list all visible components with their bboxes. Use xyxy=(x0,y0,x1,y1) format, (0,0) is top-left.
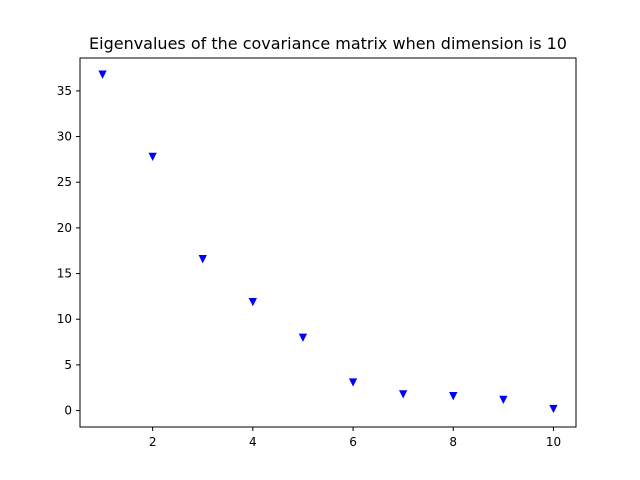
y-tick-label: 25 xyxy=(57,175,72,189)
data-point xyxy=(449,392,458,401)
y-tick-label: 0 xyxy=(64,404,72,418)
data-points xyxy=(98,70,558,414)
plot-area-frame xyxy=(79,57,577,428)
x-tick-label: 10 xyxy=(546,435,561,449)
data-point xyxy=(348,378,358,387)
y-axis: 0 5 10 15 20 25 30 35 xyxy=(57,84,80,418)
chart-title: Eigenvalues of the covariance matrix whe… xyxy=(89,34,567,53)
y-tick-label: 30 xyxy=(57,130,72,144)
data-point xyxy=(399,390,408,399)
x-tick-label: 2 xyxy=(149,435,157,449)
data-point xyxy=(549,404,558,414)
x-axis: 2 4 6 8 10 xyxy=(149,427,561,449)
data-point xyxy=(198,255,207,264)
data-point xyxy=(298,333,308,342)
data-point xyxy=(248,297,257,307)
x-tick-label: 6 xyxy=(349,435,357,449)
data-point xyxy=(148,152,157,162)
data-point xyxy=(499,395,508,404)
y-tick-label: 15 xyxy=(57,267,72,281)
y-tick-label: 20 xyxy=(57,221,72,235)
y-tick-label: 5 xyxy=(64,358,72,372)
x-tick-label: 8 xyxy=(449,435,457,449)
x-tick-label: 4 xyxy=(249,435,257,449)
y-tick-label: 35 xyxy=(57,84,72,98)
y-tick-label: 10 xyxy=(57,312,72,326)
data-point xyxy=(98,70,107,79)
